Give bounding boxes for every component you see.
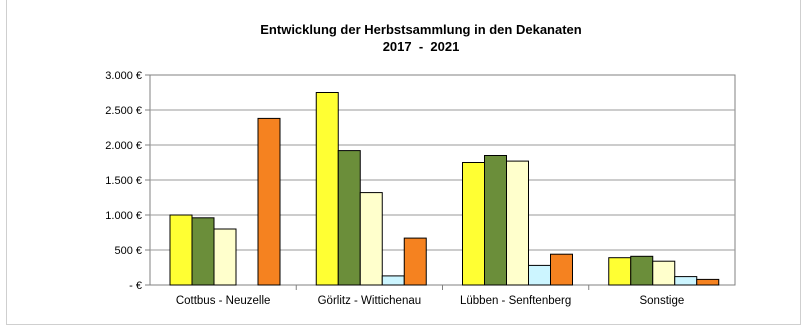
bar xyxy=(213,228,237,286)
bar xyxy=(403,237,427,286)
bar xyxy=(528,264,551,286)
bar xyxy=(257,117,281,286)
bar xyxy=(608,257,632,286)
bar xyxy=(169,214,193,286)
y-tick-label: 500 € xyxy=(114,245,142,257)
bar xyxy=(674,276,698,286)
bar xyxy=(462,162,485,286)
y-tick-label: 1.000 € xyxy=(105,210,142,222)
x-tick-label: Lübben - Senftenberg xyxy=(460,295,571,307)
bar xyxy=(506,160,529,286)
y-tick-label: 3.000 € xyxy=(105,70,142,82)
bar xyxy=(630,255,654,286)
y-tick-label: - € xyxy=(129,280,142,292)
bar xyxy=(652,260,676,286)
bar xyxy=(191,217,215,286)
bar xyxy=(484,155,507,286)
bar xyxy=(381,275,405,286)
bar xyxy=(696,278,720,286)
chart-title: Entwicklung der Herbstsammlung in den De… xyxy=(260,22,582,37)
bar xyxy=(337,150,361,286)
bar xyxy=(315,92,339,286)
x-tick-label: Sonstige xyxy=(639,295,684,307)
bar xyxy=(359,192,383,286)
chart-subtitle: 2017 - 2021 xyxy=(383,39,460,54)
x-tick-label: Görlitz - Wittichenau xyxy=(318,295,422,307)
x-tick-label: Cottbus - Neuzelle xyxy=(176,295,271,307)
y-tick-label: 1.500 € xyxy=(105,175,142,187)
y-tick-label: 2.000 € xyxy=(105,140,142,152)
bar xyxy=(550,253,573,286)
y-tick-label: 2.500 € xyxy=(105,105,142,117)
